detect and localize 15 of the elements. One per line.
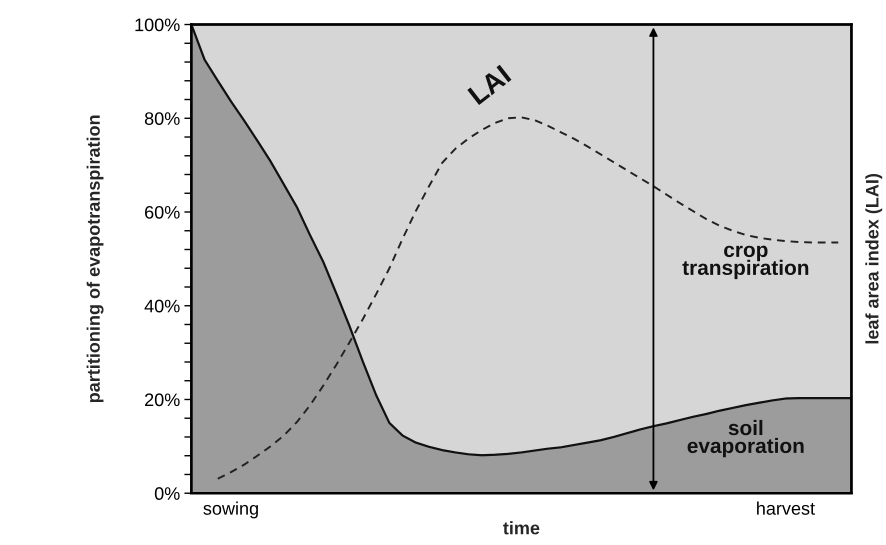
series-label: crop transpiration xyxy=(682,246,808,280)
y-tick-label: 0% xyxy=(154,487,180,500)
y2-axis-title: leaf area index (LAI) xyxy=(865,174,882,344)
y-tick-label: 80% xyxy=(144,112,180,125)
series-label: soil evaporation xyxy=(688,420,804,458)
line-series xyxy=(216,116,840,480)
y-axis-title: partitioning of evapotranspiration xyxy=(86,116,104,402)
text: LAI xyxy=(467,64,512,106)
y-tick-label: 100% xyxy=(135,18,180,32)
x-tick-label: sowing xyxy=(203,502,258,518)
y-tick-label: 20% xyxy=(145,393,180,406)
x-tick-label: harvest xyxy=(757,502,815,515)
x-axis-title: time xyxy=(503,521,540,534)
y-tick-label: 60% xyxy=(145,206,180,219)
y-tick-label: 40% xyxy=(144,300,180,312)
